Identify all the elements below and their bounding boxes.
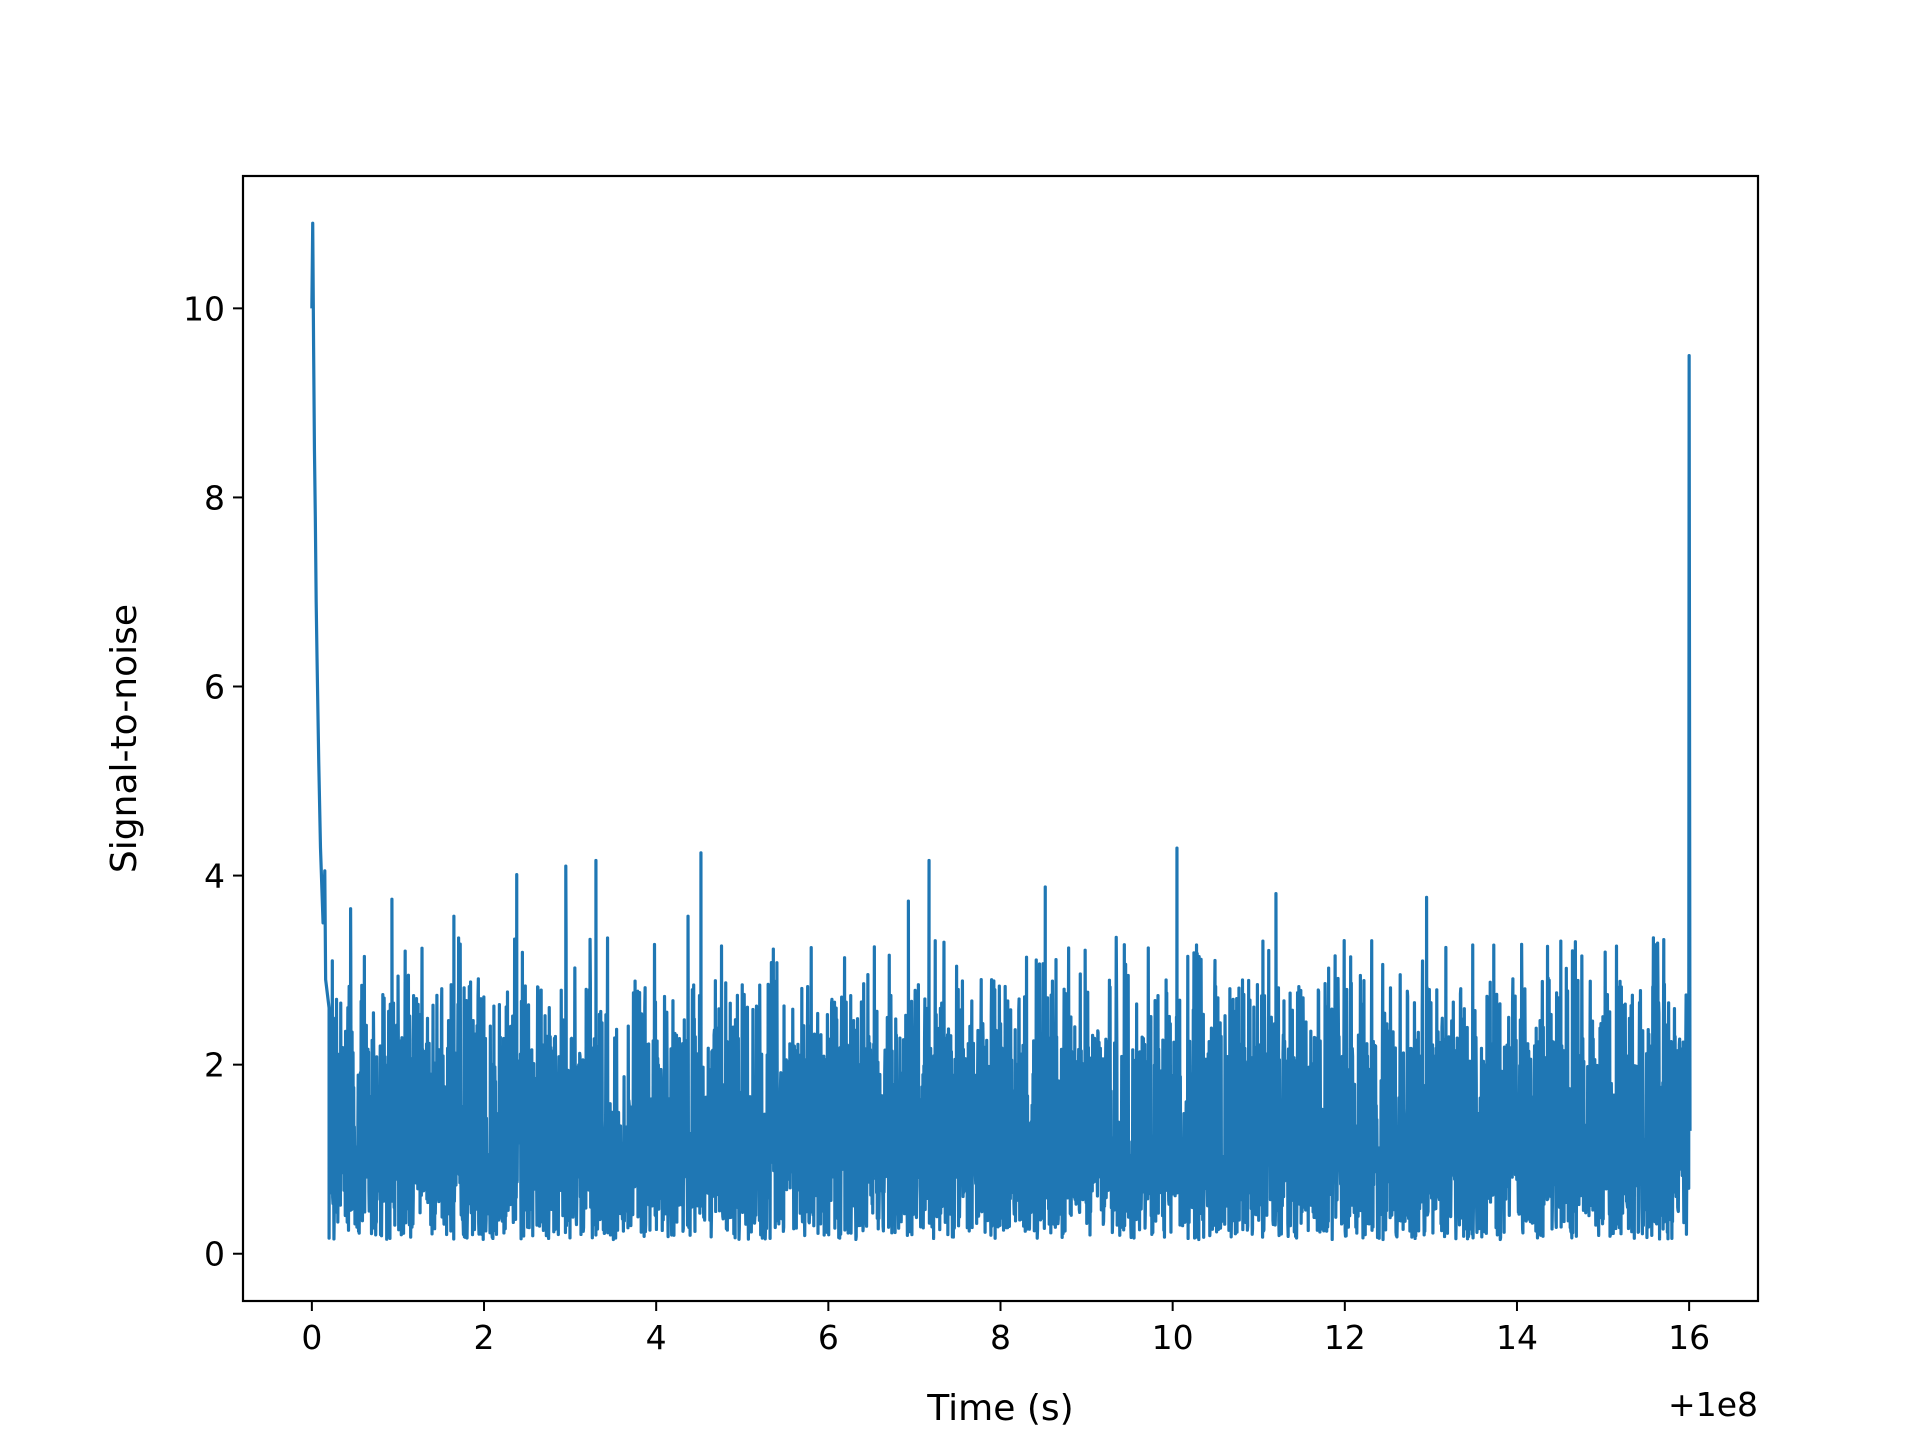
y-axis-ticks: 0 2 4 6 8 10 <box>183 289 243 1274</box>
y-tick-label: 4 <box>204 857 225 896</box>
y-tick-label: 6 <box>204 668 225 707</box>
y-tick-label: 8 <box>204 478 225 517</box>
x-tick-label: 8 <box>990 1318 1011 1357</box>
x-tick-label: 6 <box>818 1318 839 1357</box>
y-tick-label: 10 <box>183 289 225 328</box>
x-tick-label: 2 <box>474 1318 495 1357</box>
x-tick-label: 12 <box>1324 1318 1366 1357</box>
y-axis-label: Signal-to-noise <box>104 604 145 873</box>
snr-series-line <box>310 221 1692 1242</box>
x-tick-label: 10 <box>1152 1318 1194 1357</box>
x-axis-ticks: 0 2 4 6 8 10 12 14 16 <box>301 1301 1710 1357</box>
x-tick-label: 0 <box>301 1318 322 1357</box>
axes-frame <box>241 174 1760 1303</box>
x-tick-label: 16 <box>1668 1318 1710 1357</box>
plot-layer <box>310 221 1692 1242</box>
y-tick-label: 2 <box>204 1046 225 1085</box>
x-axis-label: Time (s) <box>926 1388 1073 1429</box>
y-tick-label: 0 <box>204 1235 225 1274</box>
x-axis-offset-label: +1e8 <box>1668 1385 1758 1424</box>
x-tick-label: 4 <box>646 1318 667 1357</box>
x-tick-label: 14 <box>1496 1318 1538 1357</box>
